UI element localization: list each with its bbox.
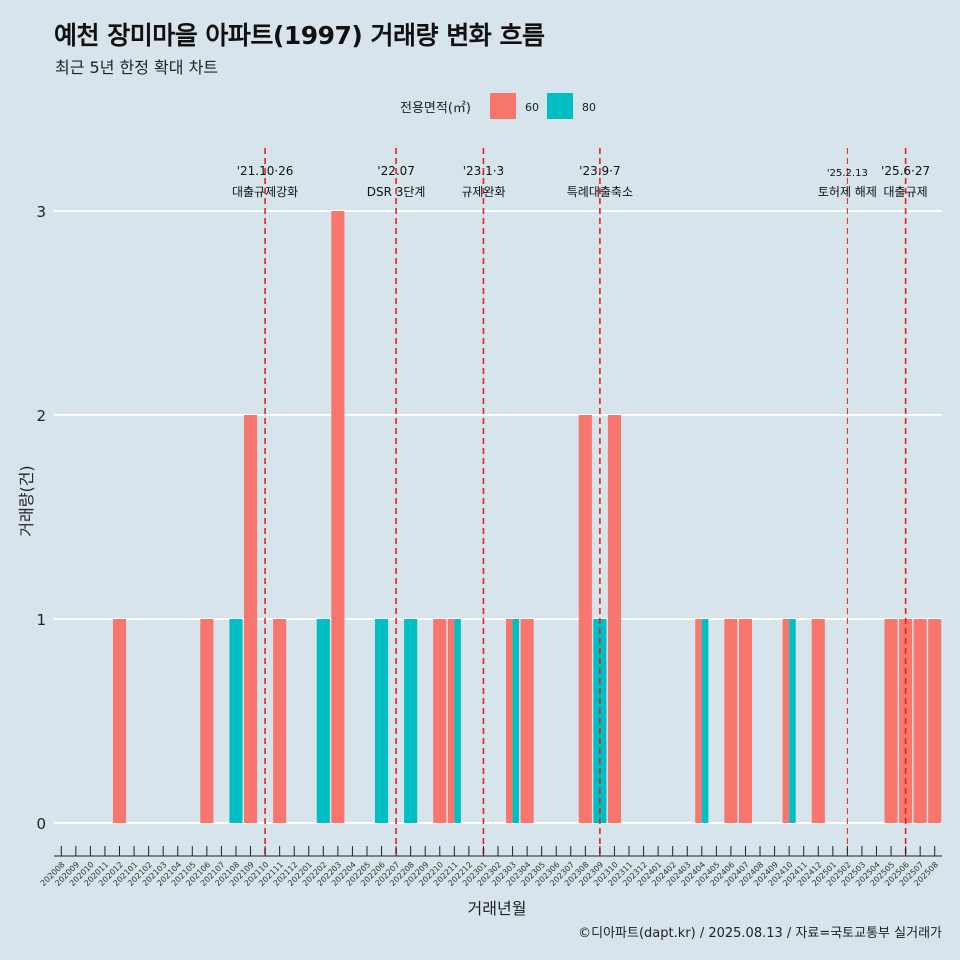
bar-60-202410: [782, 619, 790, 823]
bar-60-202211: [447, 619, 455, 823]
grid-lines: [54, 210, 942, 824]
event-date-label: '25.2.13: [827, 168, 868, 179]
event-desc-label: 대출규제: [884, 185, 928, 199]
event-desc-label: 규제완화: [461, 185, 505, 199]
x-axis-title: 거래년월: [468, 899, 527, 918]
bar-60-202203: [331, 211, 345, 823]
bar-80-202404: [701, 619, 709, 823]
event-desc-label: DSR 3단계: [367, 185, 426, 199]
bar-60-202407: [738, 619, 753, 823]
bar-80-202108: [229, 619, 243, 823]
chart-subtitle: 최근 5년 한정 확대 차트: [55, 58, 219, 77]
bar-60-202412: [811, 619, 825, 823]
bar-60-202304: [520, 619, 534, 823]
x-axis: 2020082020092020102020112020122021012021…: [39, 846, 942, 888]
y-axis-title: 거래량(건): [17, 465, 36, 536]
bar-60-202012: [112, 619, 127, 823]
y-tick-label: 0: [36, 815, 46, 833]
chart-title: 예천 장미마을 아파트(1997) 거래량 변화 흐름: [54, 21, 545, 50]
legend-label-80: 80: [582, 101, 596, 114]
bar-60-202507: [913, 619, 927, 823]
event-desc-label: 대출규제강화: [232, 185, 298, 199]
y-tick-label: 1: [36, 611, 46, 629]
event-lines: [264, 148, 907, 856]
event-date-label: '23.1·3: [463, 164, 504, 178]
bar-60-202210: [433, 619, 447, 823]
event-date-label: '22.07: [377, 164, 415, 178]
bar-60-202404: [695, 619, 702, 823]
legend-label-60: 60: [525, 101, 539, 114]
bar-80-202208: [404, 619, 418, 823]
bar-60-202406: [724, 619, 738, 823]
y-tick-label: 3: [36, 203, 46, 221]
event-desc-label: 토허제 해제: [818, 185, 877, 199]
source-caption: ©디아파트(dapt.kr) / 2025.08.13 / 자료=국토교통부 실…: [578, 926, 942, 941]
bars: [112, 211, 942, 823]
bar-60-202111: [273, 619, 287, 823]
event-desc-label: 특례대출축소: [567, 185, 633, 199]
bar-80-202303: [512, 619, 520, 823]
y-tick-labels: 0 1 2 3: [36, 203, 46, 833]
legend: 전용면적(㎡) 60 80: [400, 93, 596, 119]
bar-80-202410: [789, 619, 796, 823]
bar-60-202303: [506, 619, 513, 823]
legend-swatch-80: [547, 93, 573, 119]
bar-80-202206: [374, 619, 389, 823]
bar-60-202109: [243, 415, 258, 823]
bar-60-202310: [607, 415, 622, 823]
bar-60-202508: [928, 619, 942, 823]
event-date-label: '21.10·26: [237, 164, 294, 178]
event-date-label: '25.6·27: [881, 164, 930, 178]
legend-title: 전용면적(㎡): [400, 101, 471, 116]
y-tick-label: 2: [36, 407, 46, 425]
bar-60-202106: [200, 619, 214, 823]
bar-60-202308: [578, 415, 592, 823]
bar-60-202505: [884, 619, 898, 823]
legend-swatch-60: [490, 93, 516, 119]
bar-80-202202: [316, 619, 330, 823]
event-date-label: '23.9·7: [579, 164, 620, 178]
event-annotations: '21.10·26 대출규제강화 '22.07 DSR 3단계 '23.1·3 규제완화 '…: [232, 164, 930, 199]
bar-80-202211: [454, 619, 461, 823]
